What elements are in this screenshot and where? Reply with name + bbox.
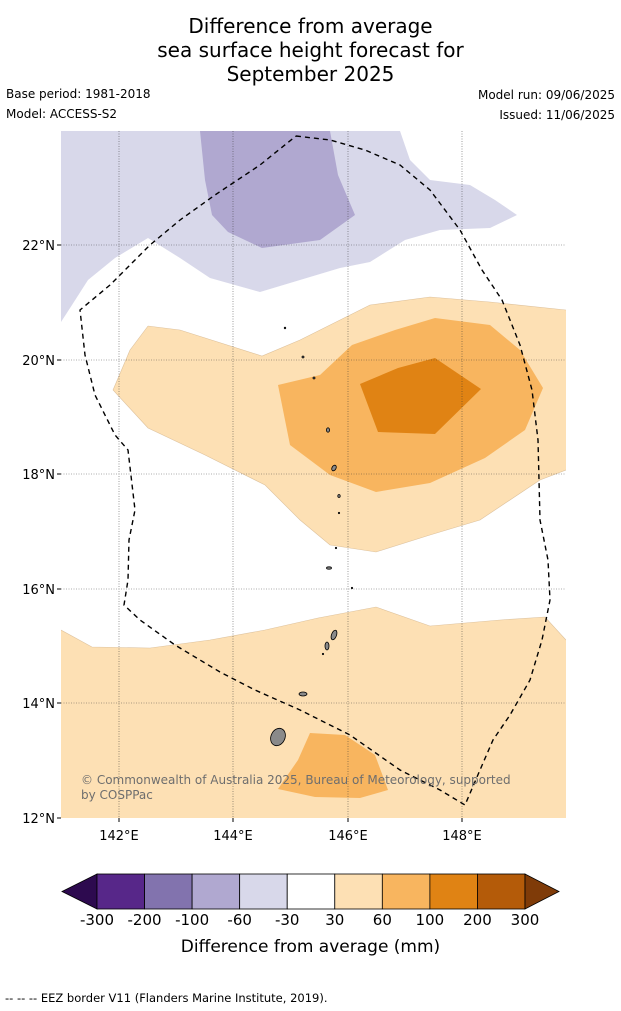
island-small-3 (350, 586, 354, 590)
colorbar-tick-label: -60 (227, 911, 252, 929)
lat-label-14n: 14°N (22, 697, 55, 712)
island-pagan (331, 464, 337, 472)
island-small-4 (321, 652, 325, 656)
lat-label-16n: 16°N (22, 583, 55, 598)
colorbar-segment (334, 873, 383, 910)
model-run: Model run: 09/06/2025 (477, 88, 615, 102)
base-period: Base period: 1981-2018 (6, 87, 151, 101)
colorbar-tick-label: 200 (463, 911, 492, 929)
contour-neg-medium (200, 131, 355, 248)
colorbar-tick-label: -100 (175, 911, 210, 929)
lat-label-18n: 18°N (22, 468, 55, 483)
colorbar-tick-label: 30 (325, 911, 345, 929)
island-uracas (283, 326, 287, 330)
colorbar-segment (144, 873, 193, 910)
model-name: Model: ACCESS-S2 (6, 107, 118, 121)
contour-pos-medium-south (278, 733, 388, 798)
colorbar-extend-high (524, 873, 560, 910)
copyright-line-2: by COSPPac (81, 788, 153, 802)
contour-pos-dark (360, 358, 481, 434)
contour-fill-layer (61, 131, 566, 818)
island-anatahan (326, 566, 332, 570)
island-alamagan (337, 494, 341, 498)
lat-axis: 22°N 20°N 18°N 16°N 14°N 12°N (22, 239, 61, 827)
lon-label-144e: 144°E (213, 829, 253, 844)
colorbar-title: Difference from average (mm) (180, 937, 441, 957)
lat-label-12n: 12°N (22, 812, 55, 827)
island-rota (298, 691, 308, 697)
colorbar-tick-label: 60 (372, 911, 392, 929)
colorbar-tick-label: -200 (127, 911, 162, 929)
island-small-2 (337, 511, 341, 515)
contour-pos-light-south (61, 607, 566, 818)
map-title: Difference from average sea surface heig… (0, 14, 621, 86)
colorbar-segment (191, 873, 241, 910)
colorbar-segment (381, 873, 431, 910)
lon-axis: 142°E 144°E 146°E 148°E (99, 818, 482, 844)
colorbar-segment (286, 873, 336, 910)
colorbar-segment (239, 873, 288, 910)
eez-legend-footer: -- -- -- EEZ border V11 (Flanders Marine… (5, 991, 328, 1005)
title-line-2: sea surface height forecast for (157, 38, 464, 62)
colorbar-tick-label: -30 (274, 911, 300, 929)
colorbar-segment (429, 873, 478, 910)
island-maug (301, 355, 305, 359)
lat-label-20n: 20°N (22, 354, 55, 369)
copyright-line-1: © Commonwealth of Australia 2025, Bureau… (81, 773, 511, 787)
island-agrihan (325, 427, 330, 433)
lon-label-142e: 142°E (99, 829, 139, 844)
colorbar-tick-label: -300 (79, 911, 115, 929)
islands (270, 326, 354, 747)
island-saipan (330, 629, 338, 641)
lon-label-146e: 146°E (328, 829, 368, 844)
colorbar-tick-label: 100 (415, 911, 445, 929)
colorbar-tick-label: 300 (510, 911, 540, 929)
island-guam (270, 727, 286, 747)
lat-label-22n: 22°N (22, 239, 55, 254)
issued-date: Issued: 11/06/2025 (499, 108, 615, 122)
eez-border (79, 135, 551, 807)
title-line-1: Difference from average (188, 14, 433, 38)
colorbar-extend-low (61, 873, 98, 910)
lon-label-148e: 148°E (442, 829, 482, 844)
island-tinian (324, 641, 330, 651)
island-asuncion (312, 376, 316, 380)
island-small-1 (334, 546, 338, 550)
colorbar (61, 873, 560, 910)
colorbar-segment (477, 873, 526, 910)
graticule (61, 131, 566, 818)
title-line-3: September 2025 (226, 62, 395, 86)
colorbar-segment (96, 873, 145, 910)
